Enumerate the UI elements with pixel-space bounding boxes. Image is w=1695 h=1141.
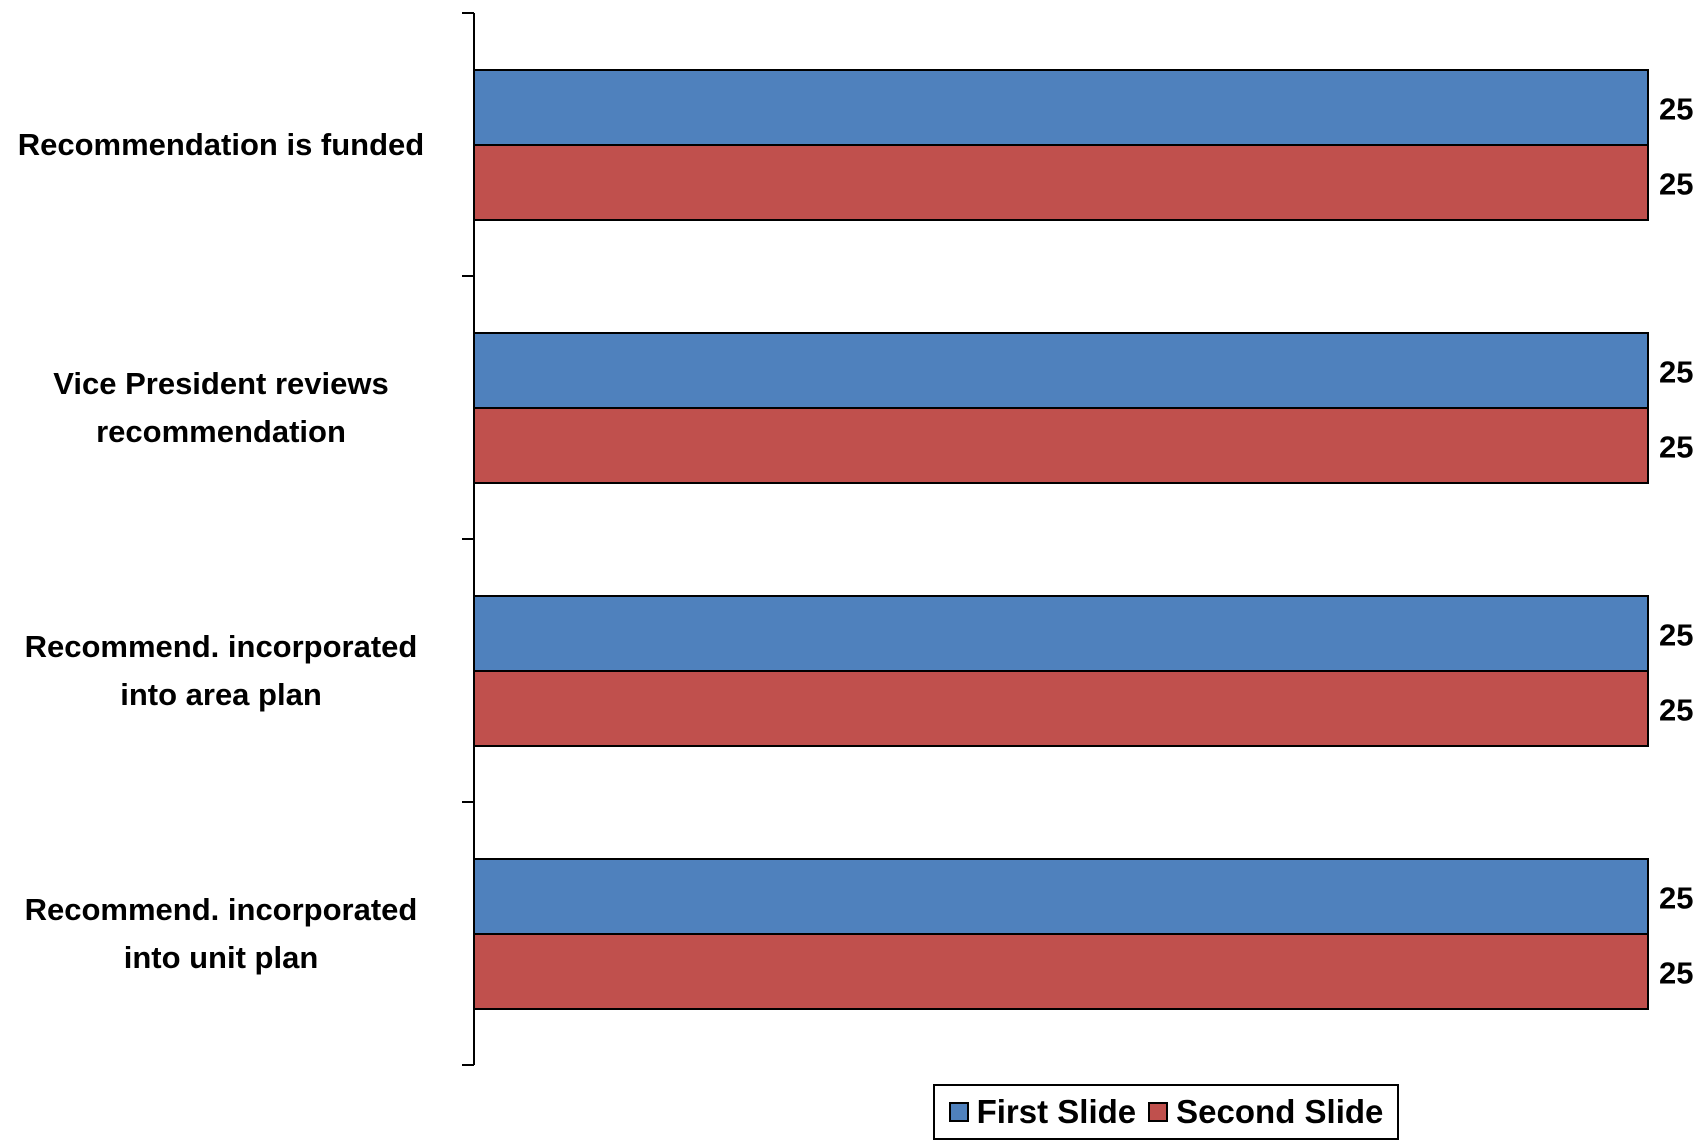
data-label: 25 <box>1659 956 1693 991</box>
legend-item-second-slide: Second Slide <box>1148 1093 1383 1131</box>
legend-swatch-second-slide <box>1148 1102 1169 1122</box>
legend-label-first-slide: First Slide <box>976 1093 1137 1130</box>
data-label: 25 <box>1659 355 1693 390</box>
category-label-line: Recommend. incorporated <box>24 629 418 664</box>
bar <box>473 69 1649 146</box>
category-label: Recommend. incorporated into area plan <box>1 623 441 719</box>
bar <box>473 144 1649 221</box>
category-label-line: into unit plan <box>123 940 319 975</box>
bar <box>473 933 1649 1010</box>
category-label: Recommendation is funded <box>1 121 441 169</box>
data-label: 25 <box>1659 881 1693 916</box>
bar <box>473 332 1649 409</box>
data-label: 25 <box>1659 92 1693 127</box>
data-label: 25 <box>1659 693 1693 728</box>
category-label: Vice President reviews recommendation <box>1 360 441 456</box>
legend-swatch-first-slide <box>948 1102 969 1122</box>
data-label: 25 <box>1659 167 1693 202</box>
category-label: Recommend. incorporated into unit plan <box>1 886 441 982</box>
category-label-line: Recommend. incorporated <box>24 892 418 927</box>
legend-label-second-slide: Second Slide <box>1176 1093 1384 1130</box>
category-label-line: into area plan <box>120 677 322 712</box>
category-label-line: recommendation <box>96 414 346 449</box>
bar <box>473 670 1649 747</box>
bar <box>473 858 1649 935</box>
data-label: 25 <box>1659 430 1693 465</box>
legend: First Slide Second Slide <box>933 1084 1399 1140</box>
legend-item-first-slide: First Slide <box>948 1093 1137 1131</box>
category-label-line: Recommendation is funded <box>17 127 425 162</box>
bar <box>473 407 1649 484</box>
data-label: 25 <box>1659 618 1693 653</box>
bar <box>473 595 1649 672</box>
category-label-line: Vice President reviews <box>53 366 389 401</box>
